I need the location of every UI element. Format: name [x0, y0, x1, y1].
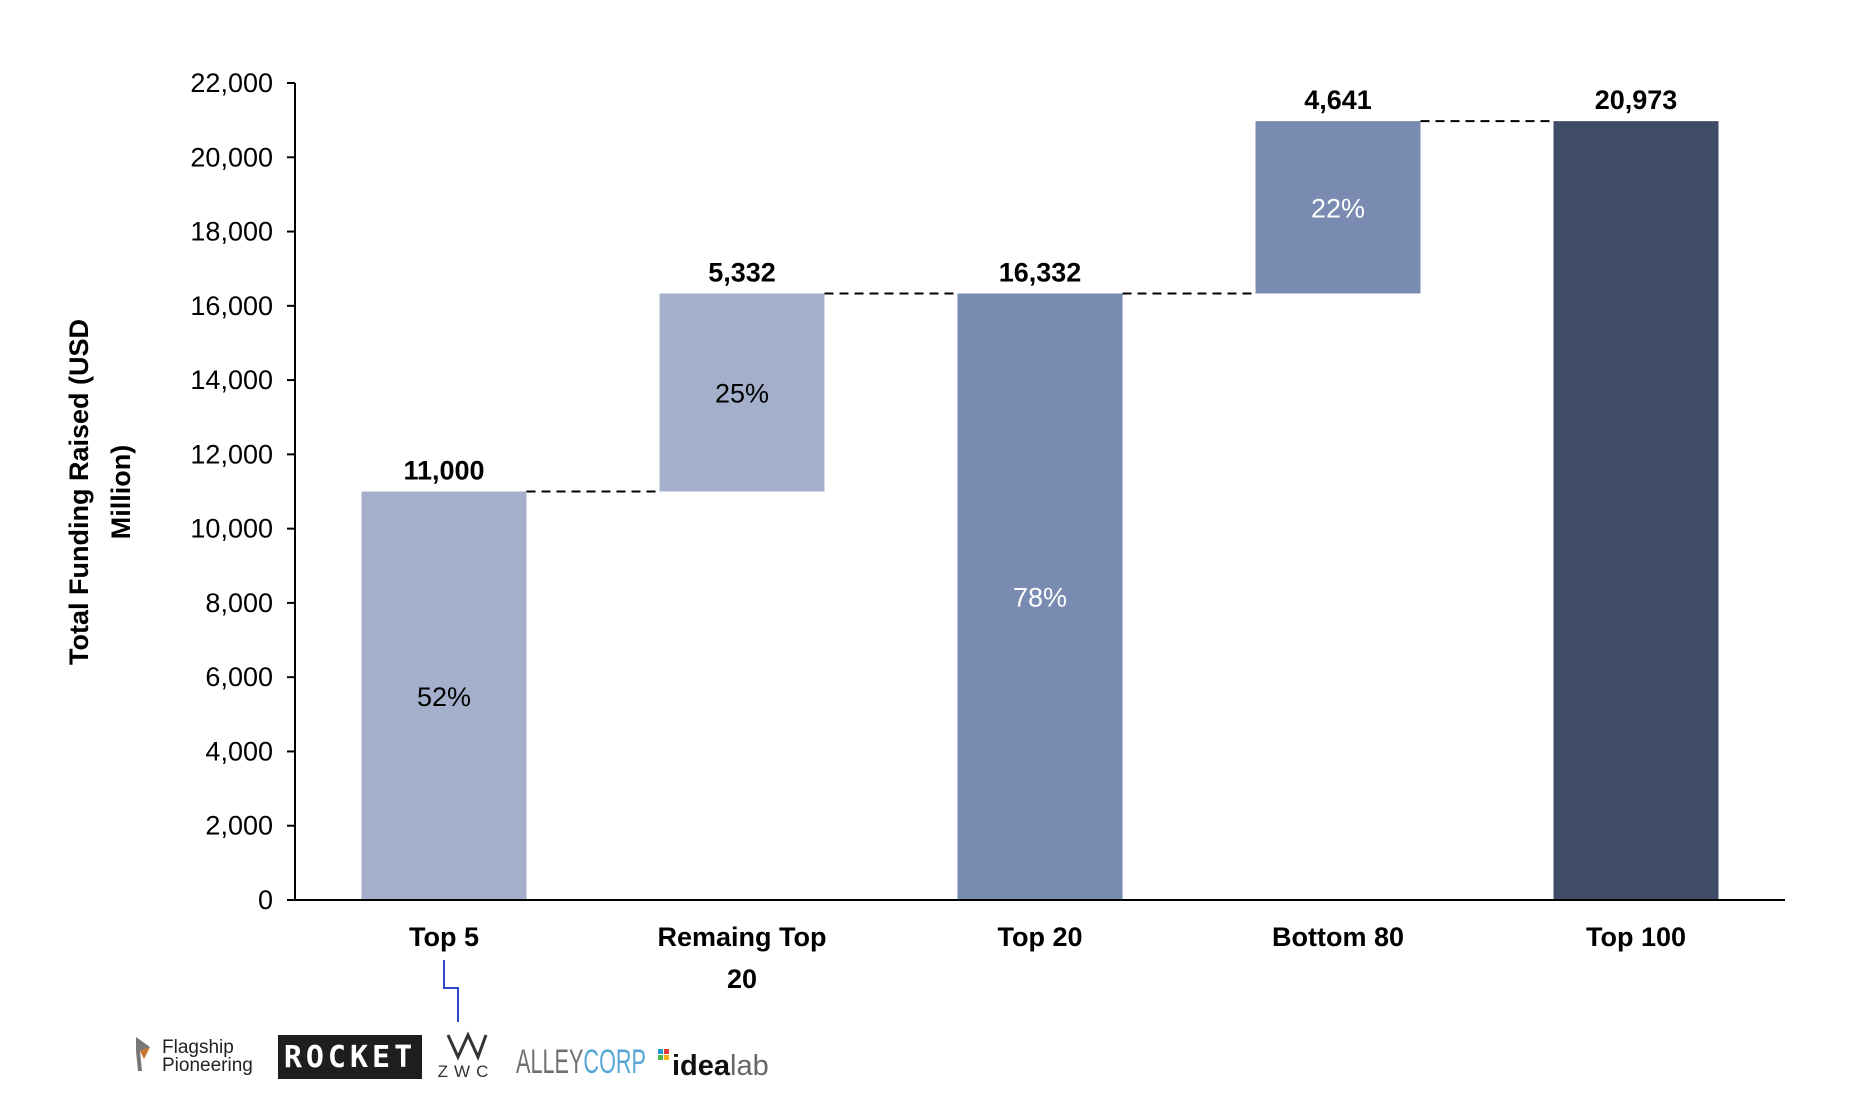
- x-axis-labels: Top 5 Remaing Top 20 Top 20 Bottom 80 Top 100: [409, 922, 1686, 994]
- bar-value-label: 5,332: [708, 257, 776, 287]
- svg-text:Pioneering: Pioneering: [162, 1055, 253, 1076]
- y-axis-label: Total Funding Raised (USD Million): [64, 319, 136, 665]
- x-category-label-line: Bottom 80: [1272, 922, 1404, 952]
- svg-text:ZWC: ZWC: [438, 1062, 495, 1081]
- top5-callout-line: [443, 960, 459, 1022]
- bar-value-label: 11,000: [403, 456, 484, 486]
- x-category-label: Top 100: [1586, 922, 1686, 952]
- bar: [1255, 121, 1421, 294]
- axes: [287, 83, 1785, 901]
- bar: [957, 293, 1123, 901]
- x-category-label-line: Remaing Top: [657, 922, 826, 952]
- bar: [1553, 121, 1719, 901]
- y-tick-label: 18,000: [190, 217, 273, 247]
- flagship-pioneering-logo: Flagship Pioneering: [136, 1037, 253, 1076]
- y-tick-label: 0: [258, 885, 273, 915]
- connector-lines: [526, 120, 1554, 493]
- x-category-label: Top 5: [409, 922, 479, 952]
- bars-group: 11,000 52% 5,332 25% 16,332 78% 4,641 22% 20,973: [361, 85, 1719, 901]
- y-axis-title-line: Million): [106, 445, 136, 539]
- bar: [361, 491, 527, 900]
- svg-text:ROCKET: ROCKET: [284, 1040, 416, 1075]
- svg-text:idealab: idealab: [672, 1050, 769, 1082]
- rocket-logo: ROCKET: [278, 1035, 422, 1079]
- y-tick-label: 16,000: [190, 291, 273, 321]
- x-category-label: Top 20: [997, 922, 1082, 952]
- bar-value-label: 20,973: [1595, 85, 1678, 115]
- y-tick-label: 8,000: [205, 588, 273, 618]
- x-category-label-line: Top 20: [997, 922, 1082, 952]
- x-category-label-line: Top 100: [1586, 922, 1686, 952]
- bar-value-label: 16,332: [999, 257, 1082, 287]
- callout-connector: [443, 960, 459, 1022]
- y-tick-label: 12,000: [190, 439, 273, 469]
- y-axis-title-line: Total Funding Raised (USD: [64, 319, 94, 665]
- svg-text:Flagship: Flagship: [162, 1037, 234, 1058]
- bar-percent-label: 22%: [1311, 193, 1365, 223]
- svg-text:ALLEYCORP: ALLEYCORP: [516, 1043, 646, 1081]
- y-tick-label: 4,000: [205, 736, 273, 766]
- bar: [659, 293, 825, 492]
- y-axis-title: Total Funding Raised (USD Million): [64, 319, 136, 665]
- zwc-logo: ZWC: [438, 1031, 495, 1081]
- y-tick-label: 20,000: [190, 142, 273, 172]
- y-tick-label: 10,000: [190, 514, 273, 544]
- investor-logos: Flagship Pioneering ROCKET ZWC ALLEYCORP…: [136, 1031, 769, 1082]
- y-tick-label: 22,000: [190, 68, 273, 98]
- bar-percent-label: 25%: [715, 378, 769, 408]
- bar-percent-label: 78%: [1013, 583, 1067, 613]
- bar-value-label: 4,641: [1304, 85, 1372, 115]
- alleycorp-logo: ALLEYCORP: [516, 1043, 646, 1081]
- bar-percent-label: 52%: [417, 682, 471, 712]
- idealab-logo: idealab: [658, 1049, 769, 1082]
- x-category-label: Bottom 80: [1272, 922, 1404, 952]
- y-tick-label: 6,000: [205, 662, 273, 692]
- x-category-label: Remaing Top 20: [657, 922, 826, 994]
- x-category-label-line: 20: [727, 964, 757, 994]
- y-tick-label: 14,000: [190, 365, 273, 395]
- x-category-label-line: Top 5: [409, 922, 479, 952]
- y-axis-ticks: 0 2,000 4,000 6,000 8,000 10,000 12,000 14,000 1…: [190, 68, 295, 915]
- y-tick-label: 2,000: [205, 811, 273, 841]
